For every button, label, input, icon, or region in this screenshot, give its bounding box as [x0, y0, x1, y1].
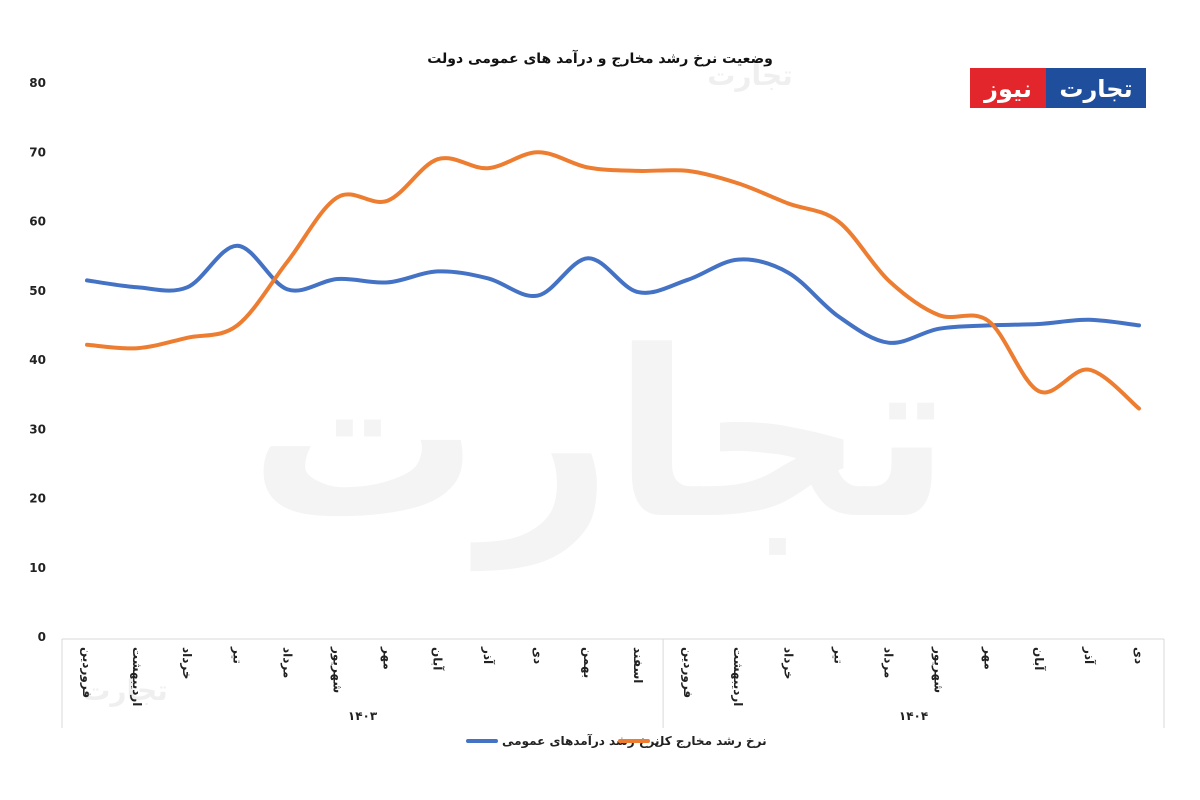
x-tick-label: آذر — [1082, 646, 1097, 665]
x-tick-label: تیر — [831, 646, 845, 664]
brand-logo: نیوز تجارت — [970, 68, 1146, 108]
series-line-2 — [85, 150, 1141, 411]
series-layer — [85, 150, 1141, 411]
legend-label-1: نرخ رشد درآمدهای عمومی — [502, 733, 660, 749]
x-tick-label: دی — [1132, 647, 1146, 664]
legend-label-2: نرخ رشد مخارج کل — [654, 734, 767, 748]
y-tick-label: 40 — [29, 353, 46, 367]
logo-red-block — [970, 68, 1046, 108]
x-tick-label: فروردین — [79, 647, 94, 698]
series-line-1 — [85, 243, 1141, 345]
x-tick-label: دی — [531, 647, 545, 664]
x-axis: فروردین اردیبهشت خرداد تیر مرداد شهریور مهر آبا… — [61, 638, 1165, 728]
y-tick-label: 80 — [29, 76, 46, 90]
x-tick-label: مرداد — [882, 647, 896, 678]
x-tick-label: اسفند — [631, 647, 645, 683]
y-tick-label: 60 — [29, 215, 46, 229]
watermark-small-top: تجارت — [707, 59, 792, 92]
x-tick-label: آبان — [431, 647, 446, 671]
x-tick-label: خرداد — [781, 647, 795, 680]
x-tick-label: شهریور — [931, 646, 946, 693]
y-tick-label: 50 — [29, 284, 46, 298]
x-tick-label: آذر — [481, 646, 496, 665]
chart-title: وضعیت نرخ رشد مخارج و درآمد های عمومی دو… — [427, 49, 773, 67]
x-tick-label: شهریور — [330, 646, 345, 693]
x-tick-label: بهمن — [581, 647, 595, 678]
y-tick-label: 0 — [38, 630, 46, 644]
x-tick-label: مهر — [982, 646, 996, 670]
x-tick-label: اردیبهشت — [731, 647, 745, 706]
x-tick-label: اردیبهشت — [130, 647, 144, 706]
x-tick-label: آبان — [1032, 647, 1047, 671]
x-tick-label: تیر — [230, 646, 244, 664]
watermark-graphic: تجارت تجارت تجارت — [82, 59, 951, 707]
watermark-large: تجارت — [249, 303, 951, 571]
x-group-label: ۱۴۰۳ — [348, 709, 378, 723]
y-tick-label: 10 — [29, 561, 46, 575]
y-tick-label: 70 — [29, 145, 46, 159]
y-tick-label: 30 — [29, 422, 46, 436]
watermark-small-bottom: تجارت — [82, 674, 167, 707]
x-tick-label: فروردین — [680, 647, 695, 698]
x-group-label: ۱۴۰۴ — [899, 709, 928, 723]
logo-text-part2: نیوز — [983, 75, 1032, 103]
y-axis: 0 10 20 30 40 50 60 70 80 — [29, 76, 46, 644]
logo-text-part1: تجارت — [1059, 75, 1132, 103]
x-tick-label: مرداد — [280, 647, 294, 678]
y-tick-label: 20 — [29, 492, 46, 506]
logo-blue-block — [1046, 68, 1146, 108]
x-tick-label: خرداد — [180, 647, 194, 680]
x-tick-label: مهر — [381, 646, 395, 670]
